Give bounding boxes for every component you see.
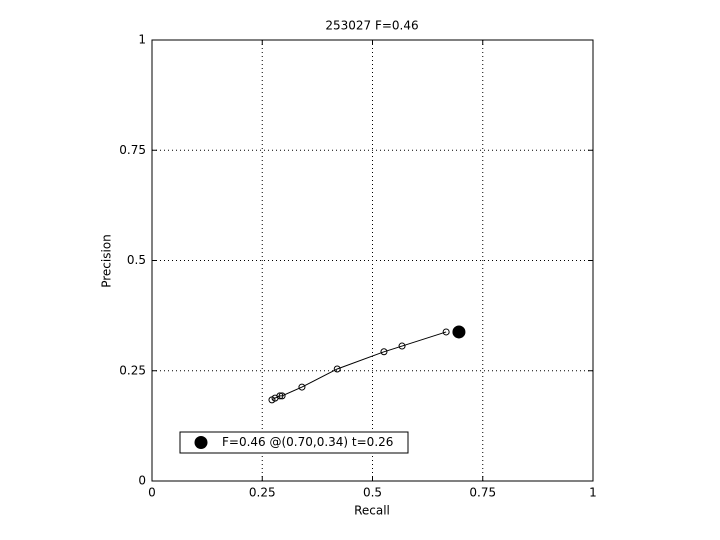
plot-frame	[151, 39, 594, 482]
point	[398, 342, 406, 350]
legend-box	[179, 431, 409, 454]
x-tick-label: 1	[589, 486, 597, 500]
y-tick-label: 0.25	[119, 363, 146, 377]
y-tick-label: 0	[138, 474, 146, 488]
x-tick-label: 0.5	[363, 486, 382, 500]
x-axis-label: Recall	[354, 504, 390, 518]
point	[442, 328, 450, 336]
y-tick-label: 1	[138, 33, 146, 47]
point	[333, 365, 341, 373]
series-line	[271, 331, 447, 401]
legend-marker	[194, 436, 208, 449]
y-axis-label: Precision	[100, 234, 114, 288]
point	[276, 392, 284, 400]
chart-title: 253027 F=0.46	[325, 19, 418, 33]
legend-label: F=0.46 @(0.70,0.34) t=0.26	[222, 435, 393, 449]
point	[380, 348, 388, 356]
point	[278, 392, 286, 400]
point	[298, 383, 306, 391]
x-tick-label: 0	[148, 486, 156, 500]
y-tick-label: 0.5	[127, 253, 146, 267]
x-tick-label: 0.75	[469, 486, 496, 500]
x-tick-label: 0.25	[249, 486, 276, 500]
y-tick-label: 0.75	[119, 143, 146, 157]
point	[452, 325, 466, 339]
